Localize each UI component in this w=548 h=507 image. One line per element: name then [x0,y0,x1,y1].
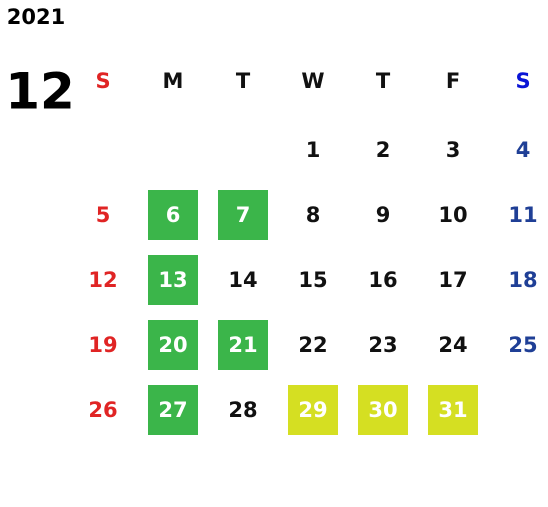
day: 24 [438,333,467,357]
day: 22 [298,333,327,357]
weekday-header: F [446,69,460,93]
day: 5 [96,203,111,227]
weekday-header: W [301,69,324,93]
day: 20 [158,333,187,357]
weekday-header: S [515,69,530,93]
day: 9 [376,203,391,227]
day: 21 [228,333,257,357]
weekday-header: T [376,69,391,93]
weekday-header: S [95,69,110,93]
highlight-green [218,320,268,370]
day: 18 [508,268,537,292]
day: 26 [88,398,117,422]
highlight-yellow [358,385,408,435]
day: 27 [158,398,187,422]
day: 25 [508,333,537,357]
day: 31 [438,398,467,422]
highlight-green [148,255,198,305]
day: 19 [88,333,117,357]
highlight-green [218,190,268,240]
day: 23 [368,333,397,357]
highlight-green [148,190,198,240]
day: 6 [166,203,181,227]
highlight-green [148,320,198,370]
day: 10 [438,203,467,227]
day: 11 [508,203,537,227]
day: 8 [306,203,321,227]
highlight-yellow [288,385,338,435]
day: 14 [228,268,257,292]
weekday-header: M [163,69,184,93]
day: 16 [368,268,397,292]
day: 3 [446,138,461,162]
highlight-yellow [428,385,478,435]
highlight-green [148,385,198,435]
day: 13 [158,268,187,292]
day: 17 [438,268,467,292]
day: 28 [228,398,257,422]
day: 1 [306,138,321,162]
day: 15 [298,268,327,292]
weekday-header: T [236,69,251,93]
year: 2021 [7,5,65,29]
month: 12 [5,63,75,121]
day: 12 [88,268,117,292]
day: 4 [516,138,531,162]
day: 30 [368,398,397,422]
day: 29 [298,398,327,422]
day: 7 [236,203,251,227]
day: 2 [376,138,391,162]
